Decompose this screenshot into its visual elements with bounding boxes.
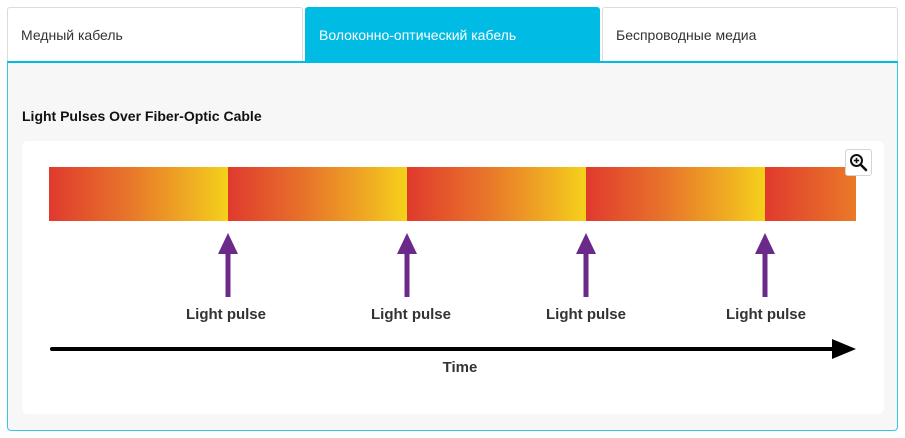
zoom-button[interactable] <box>845 149 872 176</box>
fiber-pulse-figure: Light pulse Light pulse Light pulse Ligh… <box>22 141 884 414</box>
tab-copper-cable[interactable]: Медный кабель <box>7 7 303 62</box>
pulse-segment-2 <box>228 167 407 221</box>
tab-content-panel: Light Pulses Over Fiber-Optic Cable <box>7 61 898 431</box>
fiber-cable <box>49 167 856 221</box>
tab-bar: Медный кабель Волоконно-оптический кабел… <box>7 7 898 62</box>
pulse-arrow-2 <box>397 233 417 297</box>
pulse-segment-1 <box>49 167 228 221</box>
pulse-segment-4 <box>586 167 765 221</box>
pulse-arrow-4 <box>755 233 775 297</box>
fiber-pulse-diagram: Light pulse Light pulse Light pulse Ligh… <box>49 167 856 376</box>
pulse-segment-5 <box>765 167 856 221</box>
pulse-label-1: Light pulse <box>186 306 266 323</box>
pulse-label-2: Light pulse <box>371 306 451 323</box>
pulse-label-4: Light pulse <box>726 306 806 323</box>
tab-wireless-media[interactable]: Беспроводные медиа <box>602 7 898 62</box>
zoom-in-icon <box>850 154 868 172</box>
time-label: Time <box>443 359 478 376</box>
tab-fiber-optic-cable[interactable]: Волоконно-оптический кабель <box>305 7 600 62</box>
pulse-arrow-1 <box>218 233 238 297</box>
panel-title: Light Pulses Over Fiber-Optic Cable <box>22 108 262 124</box>
pulse-segment-3 <box>407 167 586 221</box>
pulse-arrow-3 <box>576 233 596 297</box>
pulse-label-3: Light pulse <box>546 306 626 323</box>
time-arrow <box>50 339 856 359</box>
